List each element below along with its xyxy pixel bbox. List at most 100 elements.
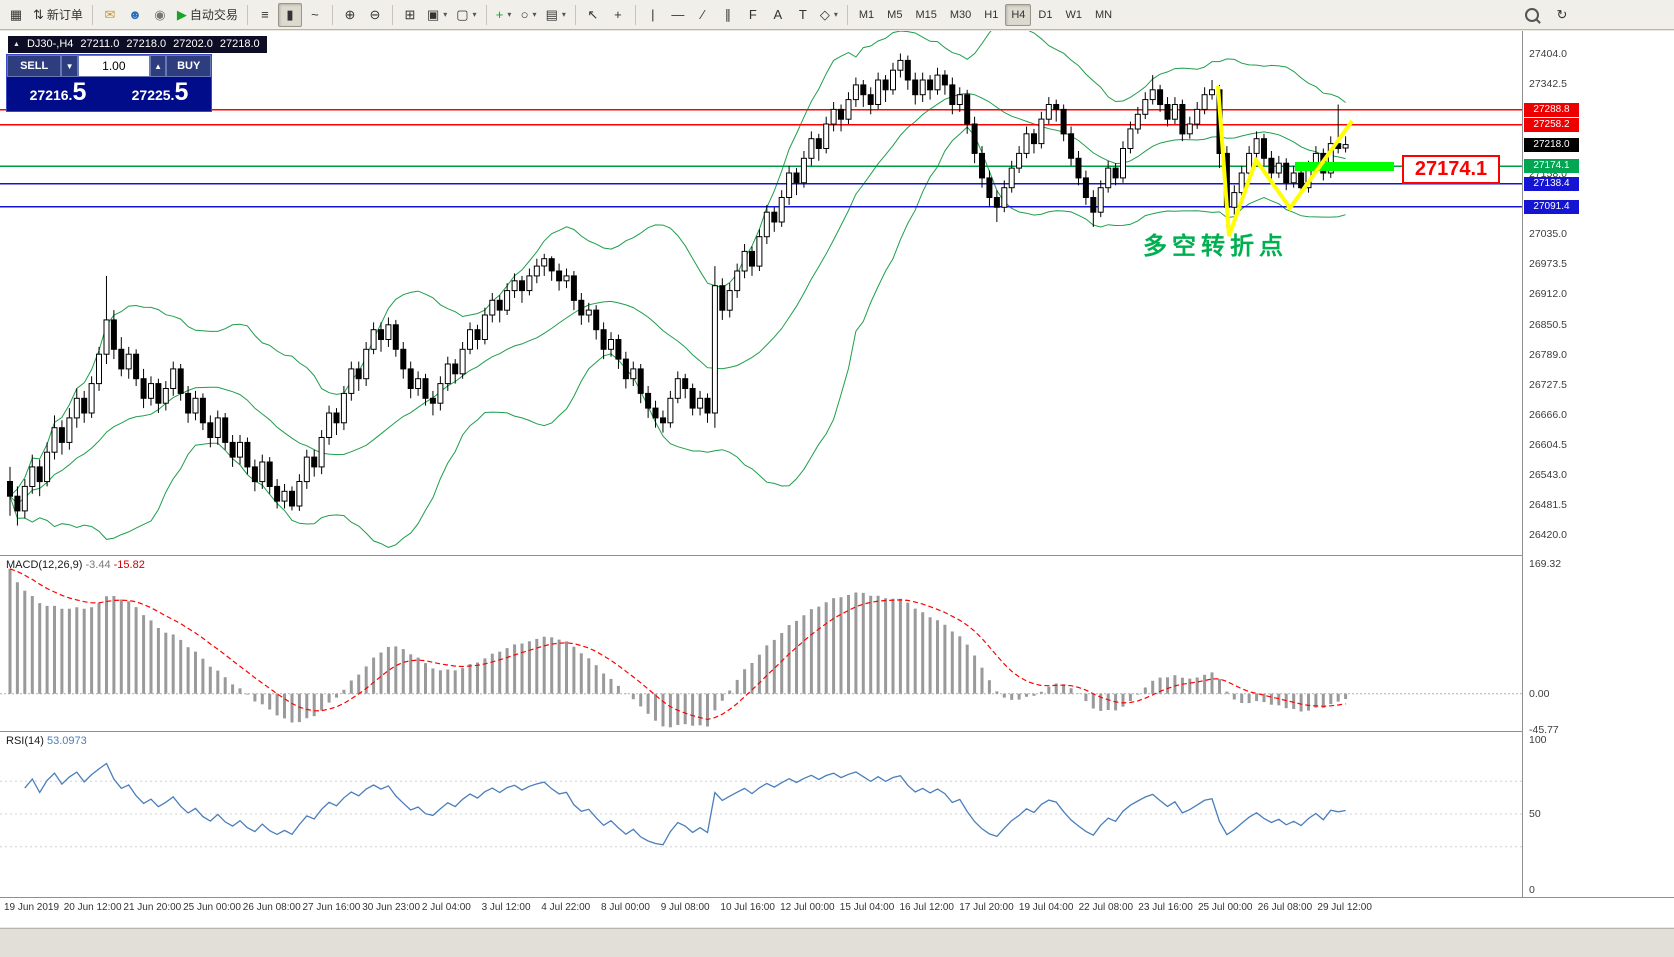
rsi-panel[interactable] bbox=[0, 732, 1522, 897]
arrange-windows[interactable]: ▢ ▾ bbox=[452, 3, 480, 27]
status-strip bbox=[0, 928, 1674, 957]
price-tag: 27091.4 bbox=[1524, 199, 1579, 214]
community[interactable]: ☻ bbox=[123, 3, 147, 27]
zoom-in[interactable]: ⊕ bbox=[338, 3, 362, 27]
support[interactable]: ◉ bbox=[148, 3, 172, 27]
bar-chart-mode[interactable]: ≡ bbox=[253, 3, 277, 27]
button-label: M1 bbox=[858, 8, 875, 21]
add-indicator[interactable]: + ▾ bbox=[492, 3, 516, 27]
buy-button[interactable]: BUY bbox=[166, 55, 211, 77]
price-axis-label: 26727.5 bbox=[1529, 378, 1567, 391]
price-axis-label: 27035.0 bbox=[1529, 228, 1567, 241]
trendline-tool[interactable]: ∕ bbox=[691, 3, 715, 27]
high-value: 27218.0 bbox=[126, 38, 167, 50]
chevron-down-icon: ▾ bbox=[443, 10, 448, 19]
fibonacci-tool[interactable]: F bbox=[741, 3, 765, 27]
line-chart-mode[interactable]: ~ bbox=[303, 3, 327, 27]
time-axis-label: 20 Jun 12:00 bbox=[63, 902, 122, 913]
horizontal-line-objects[interactable] bbox=[0, 109, 1522, 208]
timeframe-m5[interactable]: M5 bbox=[881, 4, 908, 26]
support-icon: ◉ bbox=[154, 7, 166, 22]
zoom-out[interactable]: ⊖ bbox=[363, 3, 387, 27]
macd-axis-label: 169.32 bbox=[1529, 558, 1562, 570]
line-chart-mode-icon: ~ bbox=[311, 7, 319, 22]
time-axis-label: 30 Jun 23:00 bbox=[362, 902, 421, 913]
zigzag-annotation[interactable] bbox=[1216, 85, 1354, 237]
chart-ohlc-readout: ▲ DJ30-,H4 27211.0 27218.0 27202.0 27218… bbox=[8, 36, 267, 53]
timeframe-w1[interactable]: W1 bbox=[1059, 4, 1088, 26]
buy-price[interactable]: 27225. 5 bbox=[131, 78, 189, 106]
alerts-icon: ✉ bbox=[104, 7, 116, 22]
time-axis-label: 27 Jun 16:00 bbox=[302, 902, 361, 913]
highlight-bar-annotation[interactable] bbox=[1295, 162, 1394, 171]
horizontal-line-tool-icon: ― bbox=[671, 7, 685, 22]
shapes-tool[interactable]: ◇ ▾ bbox=[816, 3, 842, 27]
horizontal-line-tool[interactable]: ― bbox=[666, 3, 690, 27]
templates[interactable]: ▤ ▾ bbox=[542, 3, 570, 27]
price-chart[interactable] bbox=[0, 31, 1522, 555]
volume-down-button[interactable]: ▼ bbox=[61, 55, 78, 77]
price-callout-label[interactable]: 27174.1 bbox=[1402, 155, 1500, 184]
price-axis-label: 26973.5 bbox=[1529, 258, 1567, 271]
button-label: M30 bbox=[949, 8, 972, 21]
crosshair-icon: + bbox=[614, 7, 622, 22]
toolbar-separator bbox=[91, 4, 93, 25]
timeframe-m15[interactable]: M15 bbox=[909, 4, 942, 26]
time-axis-label: 10 Jul 16:00 bbox=[720, 902, 775, 913]
new-order-icon: ⇅ bbox=[33, 7, 44, 22]
search[interactable] bbox=[1520, 3, 1544, 27]
search-icon bbox=[1525, 7, 1539, 22]
auto-trading[interactable]: ▶ 自动交易 bbox=[173, 3, 242, 27]
sell-button[interactable]: SELL bbox=[7, 55, 62, 77]
timeframe-m30[interactable]: M30 bbox=[944, 4, 977, 26]
fibonacci-tool-icon: F bbox=[748, 7, 757, 22]
alerts[interactable]: ✉ bbox=[98, 3, 122, 27]
cursor[interactable]: ↖ bbox=[581, 3, 605, 27]
timeframe-h1[interactable]: H1 bbox=[978, 4, 1004, 26]
refresh[interactable]: ↻ bbox=[1550, 3, 1574, 27]
text-tool[interactable]: A bbox=[766, 3, 790, 27]
periods[interactable]: ○ ▾ bbox=[517, 3, 541, 27]
macd-main-value: -3.44 bbox=[85, 559, 111, 571]
periods-icon: ○ bbox=[520, 7, 529, 22]
price-tag: 27288.8 bbox=[1524, 102, 1579, 117]
price-axis[interactable]: 27404.027342.527281.027219.527158.027096… bbox=[1522, 31, 1674, 927]
timeframe-h4[interactable]: H4 bbox=[1005, 3, 1032, 26]
symbol-label: DJ30-,H4 bbox=[26, 38, 74, 50]
vertical-line-tool[interactable]: | bbox=[641, 3, 665, 27]
candlestick-mode[interactable]: ▮ bbox=[277, 2, 302, 27]
toolbar-separator bbox=[634, 4, 636, 25]
macd-axis-label: 0.00 bbox=[1529, 687, 1550, 700]
new-order[interactable]: ⇅ 新订单 bbox=[29, 3, 87, 27]
cascade-windows[interactable]: ▣ ▾ bbox=[423, 3, 451, 27]
price-axis-label: 27404.0 bbox=[1529, 47, 1567, 60]
time-axis-label: 17 Jul 20:00 bbox=[959, 902, 1014, 913]
label-tool[interactable]: T bbox=[791, 3, 815, 27]
volume-up-button[interactable]: ▲ bbox=[149, 55, 167, 77]
price-tag: 27174.1 bbox=[1524, 159, 1579, 174]
toolbar-separator bbox=[246, 4, 248, 25]
volume-input[interactable] bbox=[77, 55, 150, 77]
timeframe-mn[interactable]: MN bbox=[1089, 4, 1118, 26]
time-axis-label: 22 Jul 08:00 bbox=[1078, 902, 1134, 913]
macd-axis-label: -45.77 bbox=[1529, 724, 1559, 736]
sell-price[interactable]: 27216. 5 bbox=[29, 78, 87, 106]
time-axis-label: 3 Jul 12:00 bbox=[481, 902, 531, 913]
chevron-down-icon: ▾ bbox=[507, 10, 512, 19]
panel-divider bbox=[0, 555, 1674, 556]
turning-point-text[interactable]: 多空转折点 bbox=[1143, 233, 1288, 260]
new-chart[interactable]: ▦ bbox=[4, 3, 28, 27]
timeframe-d1[interactable]: D1 bbox=[1032, 4, 1058, 26]
tile-windows[interactable]: ⊞ bbox=[398, 3, 422, 27]
crosshair[interactable]: + bbox=[606, 3, 630, 27]
price-axis-label: 26850.5 bbox=[1529, 318, 1567, 331]
candles[interactable] bbox=[7, 53, 1349, 526]
macd-panel[interactable] bbox=[0, 556, 1522, 731]
cursor-icon: ↖ bbox=[587, 7, 599, 22]
time-axis-label: 23 Jul 16:00 bbox=[1138, 902, 1193, 913]
channel-tool[interactable]: ∥ bbox=[716, 3, 740, 27]
add-indicator-icon: + bbox=[495, 7, 504, 22]
time-axis[interactable]: 19 Jun 2019 20 Jun 12:00 21 Jun 20:00 25 Ju… bbox=[0, 897, 1674, 927]
chevron-down-icon: ▾ bbox=[561, 10, 566, 19]
timeframe-m1[interactable]: M1 bbox=[853, 4, 880, 26]
